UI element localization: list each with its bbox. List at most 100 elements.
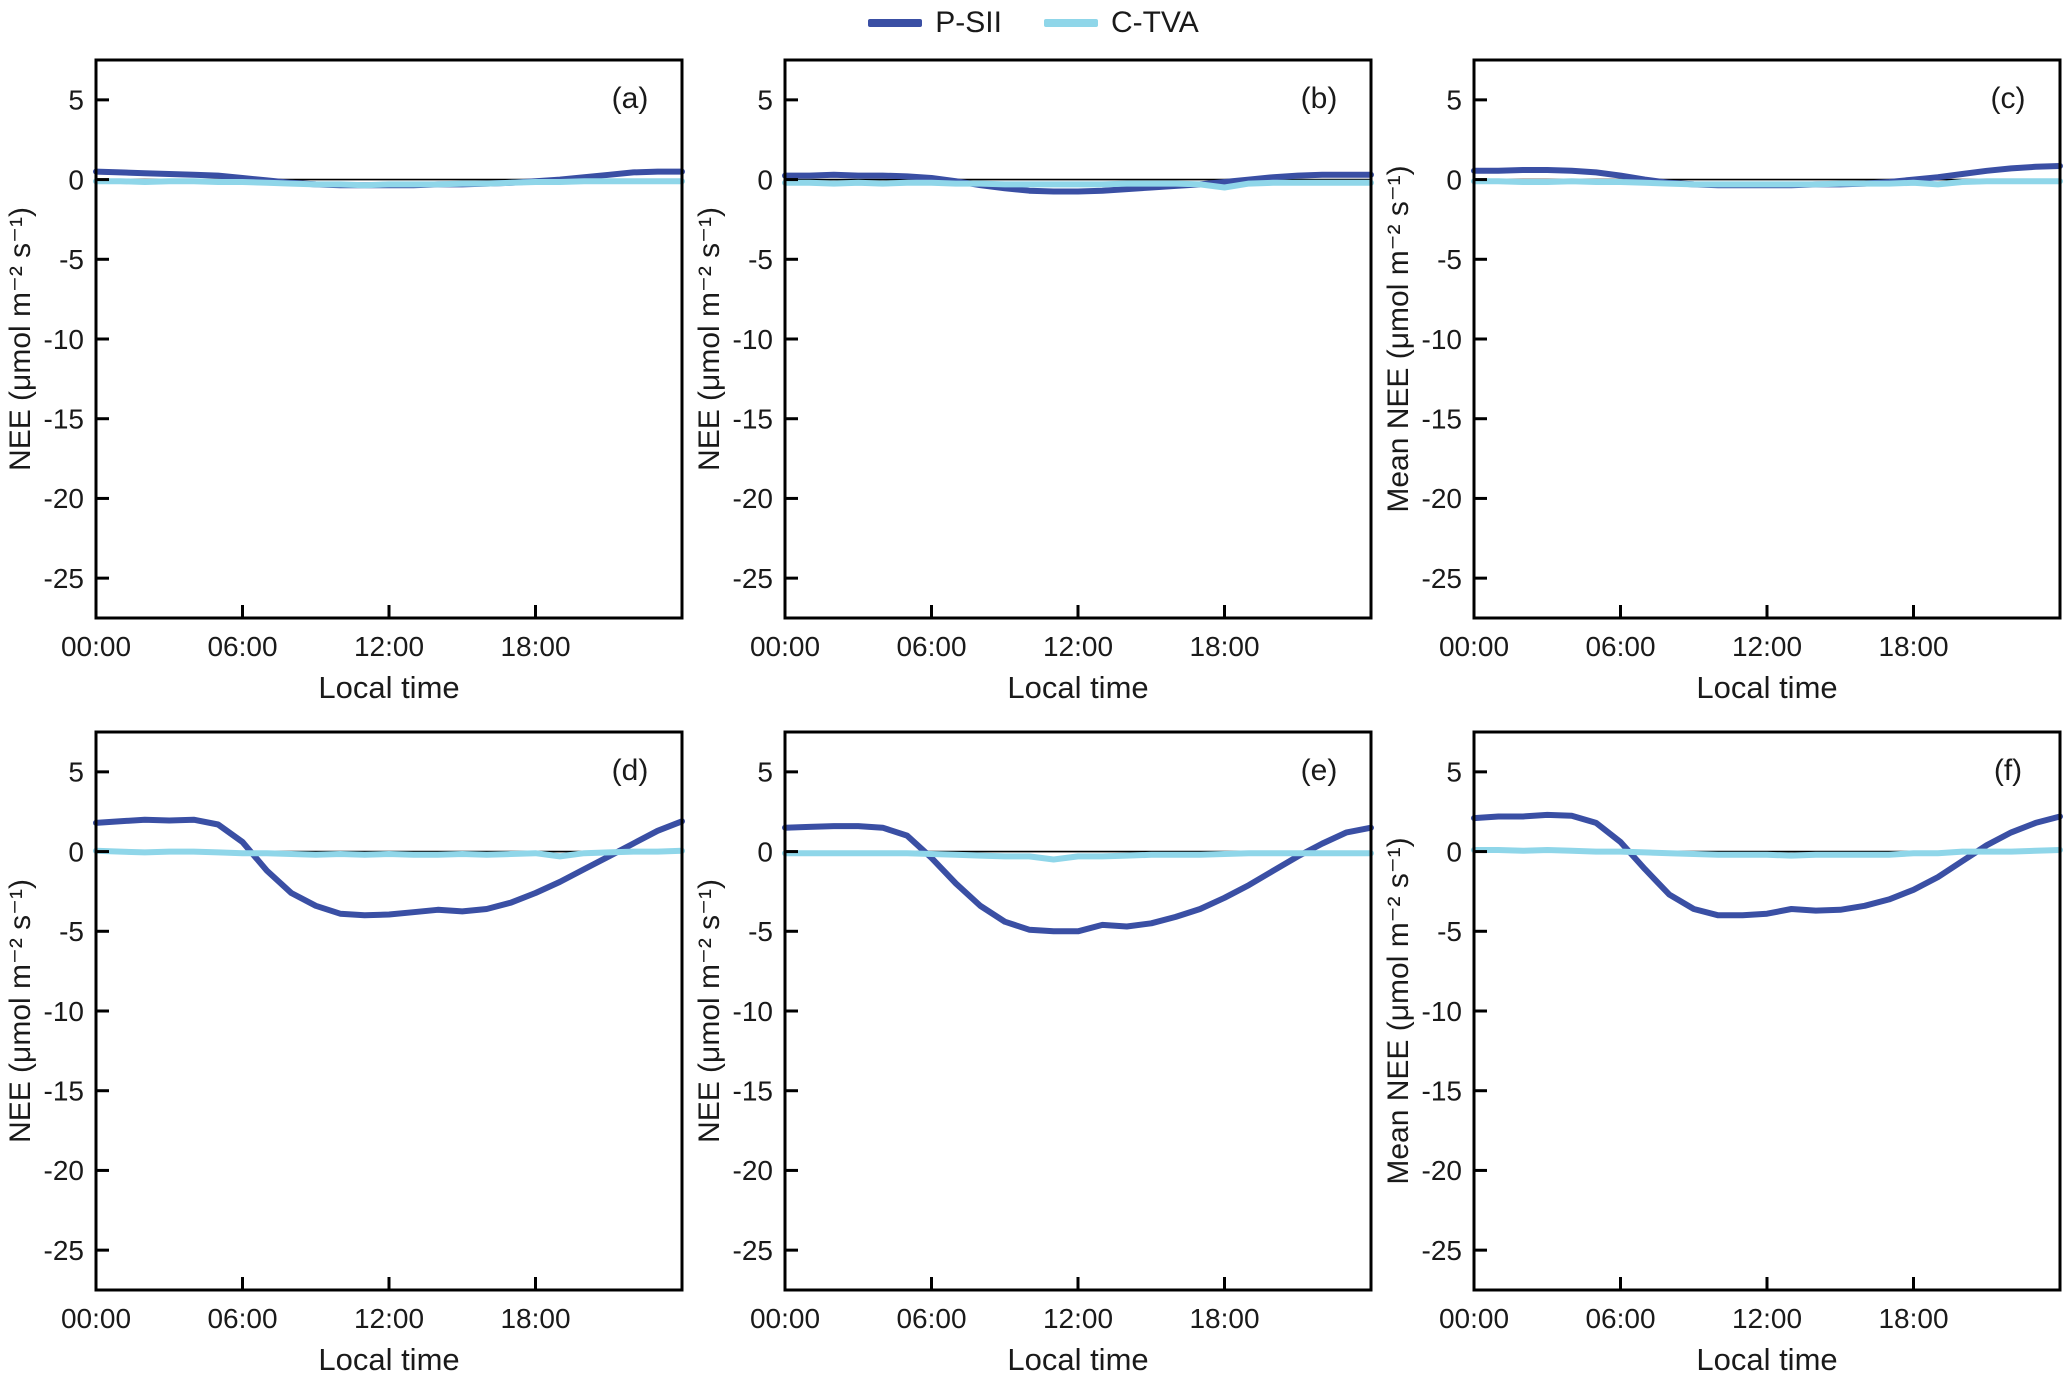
x-tick-label: 06:00 — [1585, 631, 1655, 662]
series-line-p-sii — [93, 816, 685, 919]
x-axis-label: Local time — [1696, 1342, 1837, 1377]
legend: P-SII C-TVA — [0, 0, 2067, 46]
chart-svg: 5 0 -5 -10 -15 -20 -25 00:00 06:00 12:00 18:00 Loca… — [4, 58, 685, 705]
y-tick-label: -15 — [733, 1076, 773, 1107]
x-tick-label: 12:00 — [1043, 1303, 1113, 1334]
y-tick-label: -25 — [733, 1235, 773, 1266]
y-axis-label: NEE (μmol m⁻² s⁻¹) — [4, 207, 37, 471]
x-tick-label: 12:00 — [1732, 1303, 1802, 1334]
y-tick-label: -5 — [1437, 916, 1462, 947]
y-tick-label: -15 — [44, 404, 84, 435]
series-line-p-sii — [782, 171, 1374, 195]
y-tick-label: -15 — [1422, 404, 1462, 435]
y-tick-label: -25 — [1422, 1235, 1462, 1266]
y-tick-label: 0 — [1446, 836, 1462, 867]
y-tick-label: -10 — [1422, 324, 1462, 355]
x-tick-label: 06:00 — [896, 1303, 966, 1334]
plot-box — [94, 730, 684, 1292]
panel-letter: (c) — [1991, 82, 2026, 115]
x-tick-label: 18:00 — [500, 631, 570, 662]
x-tick-label: 18:00 — [1189, 631, 1259, 662]
x-tick-label: 00:00 — [61, 1303, 131, 1334]
plot-box — [783, 58, 1373, 620]
y-axis-label: Mean NEE (μmol m⁻² s⁻¹) — [1382, 837, 1415, 1184]
c-tva-line-swatch — [1043, 19, 1098, 27]
y-tick-label: -10 — [733, 996, 773, 1027]
panel-grid: 5 0 -5 -10 -15 -20 -25 00:00 06:00 12:00 18:00 Loca… — [0, 46, 2067, 1390]
y-tick-label: -15 — [44, 1076, 84, 1107]
chart-panel-c: 5 0 -5 -10 -15 -20 -25 00:00 06:00 12:00 18:00 Loca… — [1378, 46, 2067, 718]
y-tick-label: -25 — [1422, 563, 1462, 594]
plot-box — [94, 58, 684, 620]
legend-entry-c-tva: C-TVA — [1043, 6, 1199, 40]
panel-letter: (e) — [1301, 754, 1338, 787]
x-tick-label: 06:00 — [207, 1303, 277, 1334]
x-tick-label: 12:00 — [354, 1303, 424, 1334]
plot-box — [1472, 58, 2062, 620]
y-tick-label: -10 — [44, 324, 84, 355]
series-line-p-sii — [782, 823, 1374, 935]
y-tick-label: -20 — [44, 483, 84, 514]
y-tick-label: 0 — [68, 164, 84, 195]
y-axis-label: NEE (μmol m⁻² s⁻¹) — [4, 879, 37, 1143]
x-axis-label: Local time — [318, 670, 459, 705]
x-tick-label: 06:00 — [896, 631, 966, 662]
y-tick-label: -5 — [59, 916, 84, 947]
chart-svg: 5 0 -5 -10 -15 -20 -25 00:00 06:00 12:00 18:00 Loca… — [1382, 730, 2063, 1377]
y-tick-label: -15 — [1422, 1076, 1462, 1107]
y-tick-label: 5 — [68, 85, 84, 116]
legend-entry-p-sii: P-SII — [868, 6, 1002, 40]
series-line-c-tva — [93, 847, 685, 860]
x-axis-label: Local time — [1007, 670, 1148, 705]
chart-svg: 5 0 -5 -10 -15 -20 -25 00:00 06:00 12:00 18:00 Loca… — [693, 730, 1374, 1377]
y-tick-label: -25 — [44, 1235, 84, 1266]
x-axis-label: Local time — [318, 1342, 459, 1377]
x-tick-label: 12:00 — [354, 631, 424, 662]
x-tick-label: 06:00 — [207, 631, 277, 662]
series-line-c-tva — [1471, 847, 2063, 859]
y-tick-label: -5 — [748, 916, 773, 947]
y-tick-label: -5 — [59, 244, 84, 275]
y-tick-label: -10 — [44, 996, 84, 1027]
y-tick-label: -10 — [1422, 996, 1462, 1027]
x-tick-label: 18:00 — [1878, 631, 1948, 662]
y-tick-label: -20 — [733, 483, 773, 514]
y-tick-label: 5 — [1446, 757, 1462, 788]
y-tick-label: 5 — [1446, 85, 1462, 116]
chart-svg: 5 0 -5 -10 -15 -20 -25 00:00 06:00 12:00 18:00 Loca… — [4, 730, 685, 1377]
x-tick-label: 06:00 — [1585, 1303, 1655, 1334]
y-tick-label: -15 — [733, 404, 773, 435]
y-axis-label: NEE (μmol m⁻² s⁻¹) — [693, 207, 726, 471]
legend-label-p-sii: P-SII — [935, 6, 1002, 39]
series-line-c-tva — [1471, 178, 2063, 188]
x-tick-label: 18:00 — [500, 1303, 570, 1334]
y-tick-label: -20 — [1422, 1155, 1462, 1186]
chart-panel-f: 5 0 -5 -10 -15 -20 -25 00:00 06:00 12:00 18:00 Loca… — [1378, 718, 2067, 1390]
p-sii-line-swatch — [868, 19, 923, 27]
y-tick-label: 5 — [757, 757, 773, 788]
x-tick-label: 12:00 — [1043, 631, 1113, 662]
y-tick-label: 0 — [68, 836, 84, 867]
x-tick-label: 12:00 — [1732, 631, 1802, 662]
x-tick-label: 00:00 — [1439, 1303, 1509, 1334]
panel-letter: (f) — [1994, 754, 2022, 787]
x-tick-label: 18:00 — [1878, 1303, 1948, 1334]
series-line-p-sii — [1471, 811, 2063, 919]
x-tick-label: 00:00 — [61, 631, 131, 662]
x-tick-label: 00:00 — [750, 631, 820, 662]
y-tick-label: 0 — [757, 164, 773, 195]
y-axis-label: Mean NEE (μmol m⁻² s⁻¹) — [1382, 165, 1415, 512]
legend-label-c-tva: C-TVA — [1110, 6, 1199, 39]
series-line-c-tva — [782, 850, 1374, 863]
y-tick-label: -25 — [733, 563, 773, 594]
chart-panel-d: 5 0 -5 -10 -15 -20 -25 00:00 06:00 12:00 18:00 Loca… — [0, 718, 689, 1390]
y-tick-label: -20 — [44, 1155, 84, 1186]
y-tick-label: 0 — [1446, 164, 1462, 195]
y-tick-label: -10 — [733, 324, 773, 355]
y-axis-label: NEE (μmol m⁻² s⁻¹) — [693, 879, 726, 1143]
x-axis-label: Local time — [1696, 670, 1837, 705]
chart-panel-e: 5 0 -5 -10 -15 -20 -25 00:00 06:00 12:00 18:00 Loca… — [689, 718, 1378, 1390]
plot-box — [783, 730, 1373, 1292]
y-tick-label: -5 — [748, 244, 773, 275]
